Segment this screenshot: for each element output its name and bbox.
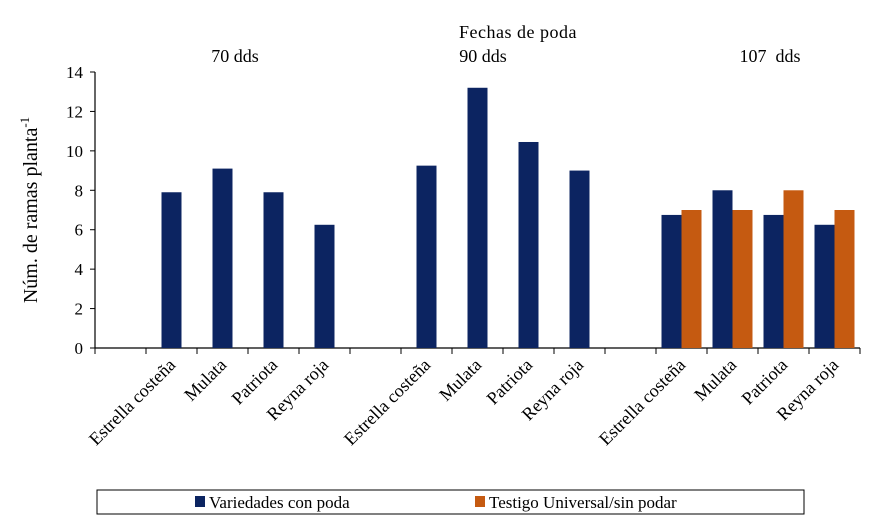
bar-testigo-universal [681,210,702,348]
bar-variedades-con-poda [569,170,590,348]
bar-variedades-con-poda [712,190,733,348]
group-label: 107 dds [739,46,800,66]
x-category-label: Mulata [435,355,485,405]
bar-variedades-con-poda [263,192,284,348]
bar-variedades-con-poda [314,224,335,348]
x-category-label: Estrella costeña [340,355,434,449]
x-category-label: Estrella costeña [85,355,179,449]
bar-testigo-universal [834,210,855,348]
x-category-label: Estrella costeña [595,355,689,449]
legend-swatch-variedades-con-poda [195,496,205,507]
y-tick-label: 6 [75,221,84,240]
bar-variedades-con-poda [467,87,488,349]
y-tick-label: 4 [75,260,84,279]
y-tick-label: 10 [66,142,83,161]
y-tick-label: 14 [66,63,84,82]
chart-title: Fechas de poda [459,22,577,42]
y-tick-label: 2 [75,300,84,319]
bar-testigo-universal [783,190,804,348]
group-label: 70 dds [211,46,259,66]
y-axis-title-superscript: -1 [17,117,32,128]
bar-variedades-con-poda [763,214,784,348]
x-category-label: Mulata [180,355,230,405]
bar-variedades-con-poda [416,165,437,348]
x-category-label: Mulata [690,355,740,405]
bar-variedades-con-poda [518,141,539,348]
bar-testigo-universal [732,210,753,348]
y-tick-label: 8 [75,181,84,200]
y-axis-title-text: Núm. de ramas planta [20,128,42,304]
group-label: 90 dds [459,46,507,66]
bar-variedades-con-poda [814,224,835,348]
legend-swatch-testigo-universal [475,496,485,507]
y-tick-label: 12 [66,102,83,121]
bar-variedades-con-poda [661,214,682,348]
legend-label: Variedades con poda [209,493,350,512]
y-tick-label: 0 [75,339,84,358]
bar-variedades-con-poda [212,168,233,348]
bar-variedades-con-poda [161,192,182,348]
y-axis-title: Núm. de ramas planta-1 [17,117,42,303]
legend-box [96,489,805,515]
legend-label: Testigo Universal/sin podar [489,493,677,512]
